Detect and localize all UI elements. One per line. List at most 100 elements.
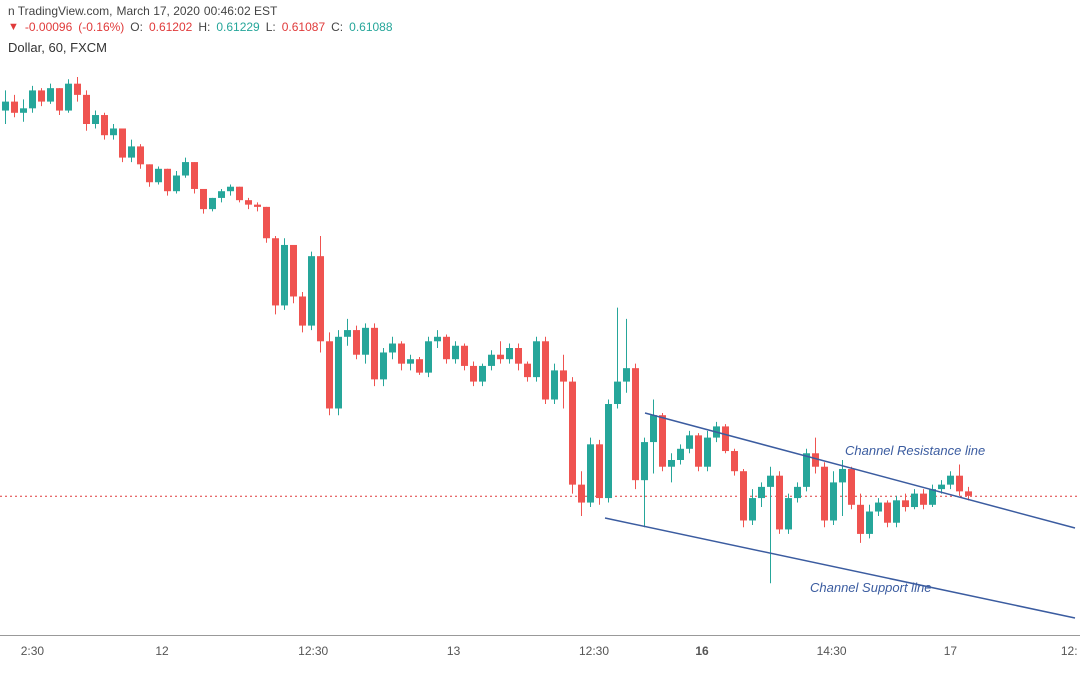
candle[interactable] (191, 162, 198, 189)
candle[interactable] (848, 469, 855, 505)
candle[interactable] (290, 245, 297, 297)
candle[interactable] (560, 370, 567, 381)
candle[interactable] (758, 487, 765, 498)
candle[interactable] (614, 382, 621, 404)
candle[interactable] (119, 128, 126, 157)
candle[interactable] (83, 95, 90, 124)
candle[interactable] (407, 359, 414, 363)
candle[interactable] (884, 503, 891, 523)
candle[interactable] (182, 162, 189, 175)
candle[interactable] (461, 346, 468, 366)
candle[interactable] (632, 368, 639, 480)
candle[interactable] (740, 471, 747, 520)
candle[interactable] (650, 415, 657, 442)
candle[interactable] (722, 426, 729, 451)
candle[interactable] (452, 346, 459, 359)
candle[interactable] (74, 84, 81, 95)
candle[interactable] (704, 438, 711, 467)
candle[interactable] (362, 328, 369, 355)
candle[interactable] (497, 355, 504, 359)
candle[interactable] (326, 341, 333, 408)
candle[interactable] (353, 330, 360, 355)
candle[interactable] (281, 245, 288, 305)
candlestick-chart[interactable] (0, 68, 1080, 628)
candle[interactable] (263, 207, 270, 238)
candle[interactable] (695, 435, 702, 466)
candle[interactable] (686, 435, 693, 448)
candle[interactable] (533, 341, 540, 377)
candle[interactable] (731, 451, 738, 471)
candle[interactable] (794, 487, 801, 498)
candle[interactable] (200, 189, 207, 209)
candle[interactable] (920, 494, 927, 505)
candle[interactable] (254, 205, 261, 207)
candle[interactable] (371, 328, 378, 380)
candle[interactable] (434, 337, 441, 341)
candle[interactable] (821, 467, 828, 521)
candle[interactable] (524, 364, 531, 377)
candle[interactable] (623, 368, 630, 381)
candle[interactable] (416, 359, 423, 372)
candle[interactable] (65, 84, 72, 111)
candle[interactable] (389, 344, 396, 353)
candle[interactable] (128, 146, 135, 157)
candle[interactable] (209, 198, 216, 209)
candle[interactable] (515, 348, 522, 364)
candle[interactable] (425, 341, 432, 372)
candle[interactable] (173, 176, 180, 192)
candle[interactable] (551, 370, 558, 399)
candle[interactable] (587, 444, 594, 502)
candle[interactable] (542, 341, 549, 399)
candle[interactable] (506, 348, 513, 359)
candle[interactable] (38, 90, 45, 101)
candle[interactable] (641, 442, 648, 480)
candle[interactable] (956, 476, 963, 492)
candle[interactable] (785, 498, 792, 529)
candle[interactable] (155, 169, 162, 182)
candle[interactable] (839, 469, 846, 482)
candle[interactable] (866, 512, 873, 534)
candle[interactable] (488, 355, 495, 366)
candle[interactable] (938, 485, 945, 489)
candle[interactable] (164, 169, 171, 191)
candle[interactable] (803, 453, 810, 487)
candle[interactable] (479, 366, 486, 382)
candle[interactable] (830, 482, 837, 520)
candle[interactable] (137, 146, 144, 164)
candle[interactable] (596, 444, 603, 498)
candle[interactable] (218, 191, 225, 198)
candle[interactable] (299, 296, 306, 325)
candle[interactable] (245, 200, 252, 204)
candle[interactable] (146, 164, 153, 182)
candle[interactable] (902, 500, 909, 507)
candle[interactable] (668, 460, 675, 467)
candle[interactable] (335, 337, 342, 409)
candle[interactable] (947, 476, 954, 485)
candle[interactable] (344, 330, 351, 337)
candle[interactable] (101, 115, 108, 135)
candle[interactable] (2, 102, 9, 111)
candle[interactable] (875, 503, 882, 512)
candle[interactable] (965, 491, 972, 495)
candle[interactable] (20, 108, 27, 112)
candle[interactable] (749, 498, 756, 520)
candle[interactable] (29, 90, 36, 108)
candle[interactable] (911, 494, 918, 507)
candle[interactable] (308, 256, 315, 325)
candle[interactable] (929, 489, 936, 505)
candle[interactable] (92, 115, 99, 124)
candle[interactable] (857, 505, 864, 534)
candle[interactable] (47, 88, 54, 101)
candle[interactable] (236, 187, 243, 200)
candle[interactable] (380, 352, 387, 379)
candle[interactable] (893, 500, 900, 522)
candle[interactable] (398, 344, 405, 364)
candle[interactable] (227, 187, 234, 191)
candle[interactable] (767, 476, 774, 487)
candle[interactable] (659, 415, 666, 467)
candle[interactable] (470, 366, 477, 382)
candle[interactable] (677, 449, 684, 460)
candle[interactable] (317, 256, 324, 341)
candle[interactable] (11, 102, 18, 113)
support-line[interactable] (605, 518, 1075, 618)
